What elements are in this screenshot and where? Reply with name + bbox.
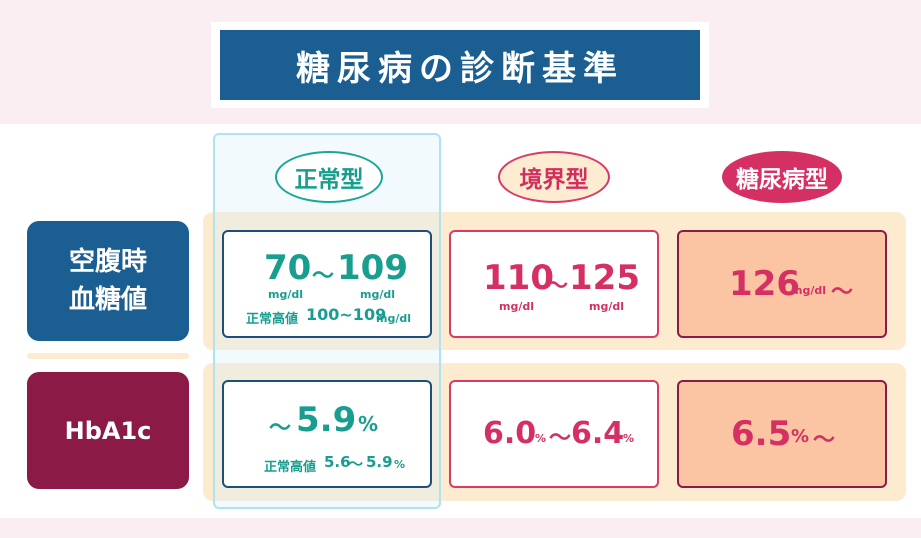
fasting-normal-tilde: ～ xyxy=(312,264,335,289)
fasting-borderline-low-unit: mg/dl xyxy=(499,300,534,313)
cell-hba1c-borderline: 6.0 % ～ 6.4 % xyxy=(449,380,659,488)
fasting-normal-note-range: 100~109 xyxy=(306,305,387,324)
cell-hba1c-diabetes: 6.5 % ～ xyxy=(677,380,887,488)
fasting-normal-high-unit: mg/dl xyxy=(360,288,395,301)
title-frame: 糖尿病の診断基準 xyxy=(211,22,709,108)
fasting-normal-high: 109 xyxy=(337,248,408,288)
hba1c-borderline-low-unit: % xyxy=(535,432,547,445)
fasting-normal-low: 70 xyxy=(264,248,312,288)
hba1c-borderline-tilde: ～ xyxy=(549,426,572,451)
cell-fasting-borderline: 110 ～ 125 mg/dl mg/dl xyxy=(449,230,659,338)
cell-hba1c-normal: ～ 5.9 % 正常高値 5.6 ～ 5.9 % xyxy=(222,380,432,488)
fasting-normal-note-unit: mg/dl xyxy=(376,312,411,325)
hba1c-diabetes-value: 6.5 xyxy=(731,414,792,454)
row-label-fasting-line2: 血糖値 xyxy=(68,285,147,315)
hba1c-normal-note-high: 5.9 xyxy=(366,453,393,471)
row-label-hba1c-text: HbA1c xyxy=(64,416,152,445)
row-label-fasting-glucose: 空腹時 血糖値 xyxy=(27,221,189,341)
hba1c-normal-value: 5.9 xyxy=(296,400,357,440)
hba1c-normal-note-low: 5.6 xyxy=(324,453,351,471)
cell-fasting-normal: 70 ～ 109 mg/dl mg/dl 正常高値 100~109 mg/dl xyxy=(222,230,432,338)
fasting-borderline-high-unit: mg/dl xyxy=(589,300,624,313)
fasting-diabetes-unit: mg/dl xyxy=(791,284,826,297)
fasting-diabetes-tilde: ～ xyxy=(831,280,854,305)
page-title: 糖尿病の診断基準 xyxy=(220,30,700,100)
hba1c-diabetes-tilde: ～ xyxy=(813,428,836,453)
hba1c-normal-note-unit: % xyxy=(394,458,406,471)
row-label-hba1c: HbA1c xyxy=(27,372,189,489)
row-label-fasting-line1: 空腹時 xyxy=(68,247,147,277)
column-header-diabetes: 糖尿病型 xyxy=(722,151,842,203)
hba1c-normal-unit: % xyxy=(358,412,379,436)
fasting-borderline-high: 125 xyxy=(569,258,640,298)
fasting-normal-note-label: 正常高値 xyxy=(246,312,299,327)
cell-fasting-diabetes: 126 mg/dl ～ xyxy=(677,230,887,338)
hba1c-normal-note-label: 正常高値 xyxy=(264,460,317,475)
hba1c-borderline-low: 6.0 xyxy=(483,416,537,451)
row-separator xyxy=(27,353,189,359)
column-header-borderline: 境界型 xyxy=(498,151,610,203)
hba1c-borderline-high: 6.4 xyxy=(571,416,625,451)
fasting-borderline-low: 110 xyxy=(483,258,554,298)
hba1c-normal-tilde: ～ xyxy=(269,416,292,441)
fasting-diabetes-value: 126 xyxy=(729,264,800,304)
column-header-normal: 正常型 xyxy=(275,151,383,203)
hba1c-borderline-high-unit: % xyxy=(623,432,635,445)
fasting-normal-low-unit: mg/dl xyxy=(268,288,303,301)
hba1c-normal-note-tilde: ～ xyxy=(348,455,364,473)
hba1c-diabetes-unit: % xyxy=(791,426,810,447)
fasting-borderline-tilde: ～ xyxy=(546,274,569,299)
